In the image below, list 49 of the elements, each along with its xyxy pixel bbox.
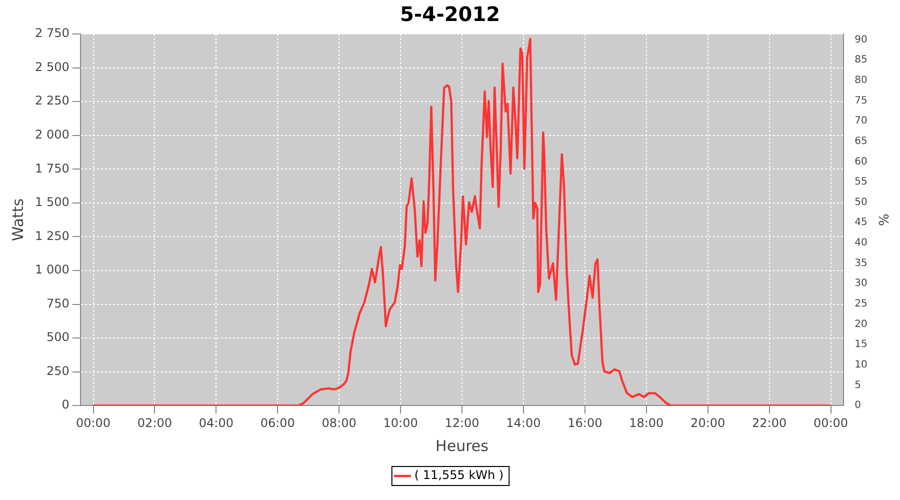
y2-tick-label: 80 [854, 74, 868, 86]
y2-tick-label: 90 [854, 34, 868, 46]
y-tick-label: 2 000 [34, 127, 70, 142]
y2-tick-label: 60 [854, 156, 868, 168]
x-tick-label: 20:00 [690, 416, 726, 430]
y2-tick-label: 10 [854, 360, 868, 371]
x-tick-label: 06:00 [260, 416, 295, 430]
y2-tick-label: 75 [854, 95, 868, 106]
x-tick-label: 14:00 [506, 416, 541, 430]
chart-title: 5-4-2012 [400, 2, 500, 26]
y2-tick-label: 70 [854, 116, 868, 127]
y-tick-label: 1 000 [34, 262, 70, 277]
x-tick-label: 04:00 [198, 416, 234, 430]
y2-tick-label: 25 [854, 298, 868, 310]
y-tick-label: 1 250 [34, 228, 70, 243]
y-tick-label: 500 [46, 330, 70, 344]
y2-tick-label: 55 [854, 176, 868, 188]
y-tick-label: 2 250 [34, 94, 70, 108]
y-tick-label: 250 [46, 364, 70, 378]
y2-tick-label: 50 [854, 196, 868, 208]
y2-tick-label: 85 [854, 54, 868, 66]
y-tick-label: 1 500 [34, 195, 70, 210]
y2-tick-label: 35 [854, 258, 868, 269]
y2-axis-title: % [874, 214, 890, 226]
y-axis-title: Watts [8, 198, 27, 242]
y2-tick-label: 5 [854, 380, 862, 391]
x-axis-title: Heures [436, 436, 489, 455]
x-tick-label: 16:00 [568, 416, 602, 430]
y2-tick-label: 30 [854, 278, 868, 290]
y2-tick-label: 20 [854, 318, 868, 330]
x-tick-label: 18:00 [629, 416, 664, 430]
x-tick-label: 02:00 [137, 416, 172, 430]
y2-tick-label: 15 [854, 339, 868, 350]
x-tick-label: 00:00 [76, 416, 111, 430]
y-tick-label: 0 [62, 398, 70, 412]
x-tick-label: 08:00 [322, 416, 356, 430]
y-tick-label: 1 750 [34, 161, 70, 176]
y2-tick-label: 0 [854, 400, 862, 412]
y2-tick-label: 40 [854, 238, 868, 249]
y-tick-label: 2 500 [34, 60, 70, 74]
y2-tick-label: 45 [854, 217, 868, 228]
x-tick-label: 00:00 [813, 416, 848, 430]
x-tick-label: 12:00 [444, 416, 480, 430]
x-tick-label: 22:00 [752, 416, 787, 430]
y-tick-label: 750 [46, 296, 70, 310]
y2-tick-label: 65 [854, 136, 868, 147]
x-tick-label: 10:00 [383, 416, 418, 430]
legend-label: ( 11,555 kWh ) [414, 468, 504, 482]
y-tick-label: 2 750 [34, 26, 70, 40]
